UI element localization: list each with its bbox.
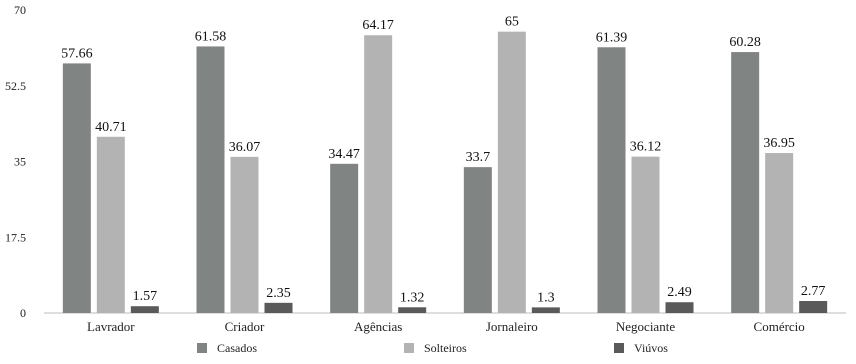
bar-viúvos-4 (665, 302, 694, 313)
legend-label-casados: Casados (217, 341, 257, 355)
bar-solteiros-5 (765, 153, 794, 313)
x-axis-category-labels: Lavrador Criador Agências Jornaleiro Negocia… (87, 319, 805, 334)
bar-viúvos-5 (799, 301, 828, 313)
data-label: 1.3 (537, 290, 555, 305)
bar-casados-4 (597, 47, 626, 313)
bar-casados-5 (731, 52, 760, 313)
x-category-label: Criador (225, 319, 265, 334)
y-tick-label: 52.5 (5, 79, 26, 93)
y-axis-ticks: 0 17.5 35 52.5 70 (5, 3, 26, 320)
data-label: 61.58 (195, 29, 227, 44)
y-tick-label: 0 (20, 306, 26, 320)
bar-solteiros-0 (96, 136, 125, 313)
bar-viúvos-2 (398, 307, 427, 313)
data-label: 61.39 (596, 30, 628, 45)
data-label: 40.71 (95, 120, 127, 135)
bar-solteiros-3 (497, 31, 526, 314)
legend-swatch-viúvos (614, 343, 624, 353)
bar-casados-1 (196, 46, 225, 314)
bar-casados-0 (62, 63, 91, 314)
legend-swatch-casados (197, 343, 207, 353)
data-label: 2.49 (667, 285, 692, 300)
data-label: 36.95 (763, 136, 795, 151)
legend: Casados Solteiros Viúvos (197, 341, 668, 355)
data-label: 1.32 (400, 290, 425, 305)
x-category-label: Lavrador (87, 319, 135, 334)
data-label: 1.57 (133, 289, 158, 304)
data-label: 65 (505, 15, 519, 30)
bar-solteiros-4 (631, 156, 660, 313)
data-label: 36.12 (630, 140, 662, 155)
data-label: 34.47 (328, 147, 360, 162)
data-label: 60.28 (729, 35, 761, 50)
bar-casados-2 (330, 163, 359, 313)
bar-viúvos-0 (130, 306, 159, 313)
bar-casados-3 (463, 167, 492, 313)
data-label: 36.07 (229, 140, 261, 155)
data-label: 2.35 (266, 286, 291, 301)
data-labels: 57.66 40.71 1.57 61.58 36.07 2.35 34.47 64.17 1.… (61, 15, 825, 306)
x-category-label: Agências (354, 319, 402, 334)
data-label: 33.7 (466, 150, 491, 165)
x-category-label: Jornaleiro (486, 319, 538, 334)
y-tick-label: 35 (14, 155, 26, 169)
x-category-label: Negociante (616, 319, 675, 334)
bar-viúvos-3 (531, 307, 560, 313)
data-label: 2.77 (801, 284, 826, 299)
bar-solteiros-1 (230, 156, 259, 313)
legend-label-viúvos: Viúvos (634, 341, 668, 355)
data-label: 64.17 (362, 18, 394, 33)
data-label: 57.66 (61, 46, 93, 61)
legend-label-solteiros: Solteiros (424, 341, 467, 355)
bar-viúvos-1 (264, 302, 293, 313)
x-category-label: Comércio (754, 319, 805, 334)
y-tick-label: 70 (14, 3, 26, 17)
bars (62, 31, 828, 314)
legend-swatch-solteiros (404, 343, 414, 353)
y-tick-label: 17.5 (5, 230, 26, 244)
bar-solteiros-2 (364, 35, 393, 314)
